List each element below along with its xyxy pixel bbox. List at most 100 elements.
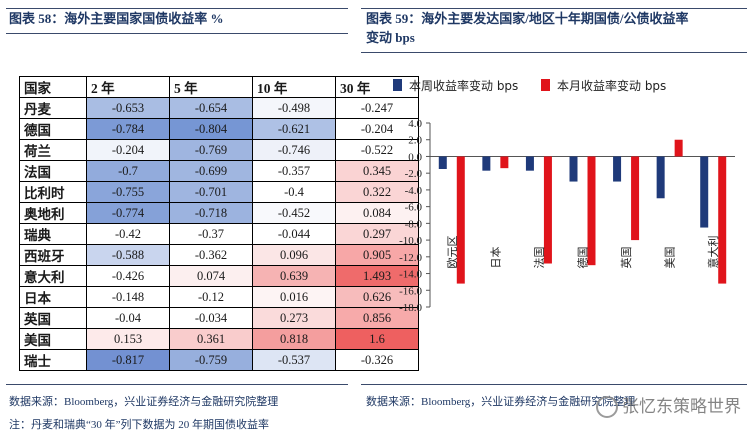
bar	[631, 156, 640, 241]
bar	[587, 156, 596, 266]
right-source: 数据来源：Bloomberg，兴业证券经济与金融研究院整理	[366, 396, 636, 408]
yield-cell: -0.247	[335, 97, 419, 119]
country-cell: 丹麦	[19, 97, 87, 119]
yield-cell: -0.498	[252, 97, 336, 119]
y-tick-label: -18.0	[399, 302, 422, 314]
table-row: 美国 0.153 0.361 0.818 1.6	[19, 328, 419, 350]
country-cell: 美国	[19, 328, 87, 350]
yield-cell: -0.7	[86, 160, 170, 182]
yield-cell: -0.784	[86, 118, 170, 140]
yield-cell: 0.273	[252, 307, 336, 329]
y-tick-label: -12.0	[399, 252, 422, 264]
yield-cell: -0.04	[86, 307, 170, 329]
country-cell: 比利时	[19, 181, 87, 203]
table-row: 德国 -0.784 -0.804 -0.621 -0.204	[19, 118, 419, 140]
category-label: 日本	[488, 246, 502, 268]
y-tick-label: -16.0	[399, 285, 422, 297]
bar	[525, 156, 534, 171]
table-row: 瑞士 -0.817 -0.759 -0.537 -0.326	[19, 349, 419, 371]
bar	[613, 156, 622, 182]
yield-cell: -0.362	[169, 244, 253, 266]
right-figure-title-line1: 图表 59：海外主要发达国家/地区十年期国债/公债收益率	[366, 11, 689, 26]
y-tick-label: 2.0	[408, 135, 422, 147]
country-cell: 法国	[19, 160, 87, 182]
right-title-top-rule	[361, 8, 747, 9]
y-tick-label: -14.0	[399, 269, 422, 281]
yield-cell: 0.153	[86, 328, 170, 350]
left-source: 数据来源：Bloomberg，兴业证券经济与金融研究院整理	[9, 396, 279, 408]
yield-cell: -0.817	[86, 349, 170, 371]
y-tick-label: 0.0	[408, 151, 422, 163]
right-title-bottom-rule	[361, 52, 747, 53]
yield-cell: -0.204	[335, 118, 419, 140]
left-figure-title: 图表 58：海外主要国家国债收益率 %	[9, 11, 224, 26]
yield-cell: -0.774	[86, 202, 170, 224]
country-cell: 奥地利	[19, 202, 87, 224]
yield-cell: -0.654	[169, 97, 253, 119]
yield-cell: -0.769	[169, 139, 253, 161]
wechat-icon	[596, 396, 618, 418]
yield-cell: -0.42	[86, 223, 170, 245]
table-row: 奥地利 -0.774 -0.718 -0.452 0.084	[19, 202, 419, 224]
yield-cell: -0.326	[335, 349, 419, 371]
country-cell: 西班牙	[19, 244, 87, 266]
country-cell: 英国	[19, 307, 87, 329]
category-label: 法国	[532, 246, 546, 268]
bar	[438, 156, 447, 169]
country-cell: 荷兰	[19, 139, 87, 161]
category-label: 意大利	[706, 235, 720, 268]
table-row: 意大利 -0.426 0.074 0.639 1.493	[19, 265, 419, 287]
category-label: 美国	[664, 246, 677, 268]
yield-cell: 0.084	[335, 202, 419, 224]
yield-cell: 1.6	[335, 328, 419, 350]
yield-cell: -0.588	[86, 244, 170, 266]
bar	[569, 156, 578, 182]
yield-cell: -0.718	[169, 202, 253, 224]
yield-cell: 0.074	[169, 265, 253, 287]
table-header-2y: 2 年	[86, 76, 170, 98]
yield-cell: 0.322	[335, 181, 419, 203]
yield-cell: -0.37	[169, 223, 253, 245]
yield-cell: -0.746	[252, 139, 336, 161]
yield-cell: 0.818	[252, 328, 336, 350]
table-header-10y: 10 年	[252, 76, 336, 98]
y-tick-label: -2.0	[405, 168, 423, 180]
yield-cell: -0.701	[169, 181, 253, 203]
yield-cell: 0.016	[252, 286, 336, 308]
table-header-row: 国家 2 年 5 年 10 年 30 年	[19, 76, 419, 98]
yield-cell: -0.204	[86, 139, 170, 161]
yield-cell: 0.626	[335, 286, 419, 308]
country-cell: 瑞士	[19, 349, 87, 371]
yield-cell: 0.639	[252, 265, 336, 287]
yield-cell: -0.804	[169, 118, 253, 140]
table-row: 瑞典 -0.42 -0.37 -0.044 0.297	[19, 223, 419, 245]
bar	[500, 156, 509, 169]
category-label: 英国	[619, 246, 633, 268]
yield-cell: 0.905	[335, 244, 419, 266]
table-row: 英国 -0.04 -0.034 0.273 0.856	[19, 307, 419, 329]
yield-cell: -0.699	[169, 160, 253, 182]
bar	[482, 156, 491, 171]
bar	[543, 156, 552, 264]
country-cell: 意大利	[19, 265, 87, 287]
category-label: 德国	[576, 246, 590, 268]
yield-cell: 0.345	[335, 160, 419, 182]
y-tick-label: -10.0	[399, 235, 422, 247]
table-row: 丹麦 -0.653 -0.654 -0.498 -0.247	[19, 97, 419, 119]
yield-cell: 0.096	[252, 244, 336, 266]
country-cell: 瑞典	[19, 223, 87, 245]
watermark: 张忆东策略世界	[596, 392, 741, 418]
yield-change-bar-chart: 本周收益率变动 bps 本月收益率变动 bps 4.0 2.0 0.0 -2.0 -4.0 -…	[393, 78, 735, 314]
yield-cell: -0.452	[252, 202, 336, 224]
yield-cell: -0.12	[169, 286, 253, 308]
yield-table: 国家 2 年 5 年 10 年 30 年 丹麦 -0.653 -0.654 -0.49…	[19, 76, 419, 371]
bar	[674, 139, 683, 157]
country-cell: 德国	[19, 118, 87, 140]
yield-cell: -0.759	[169, 349, 253, 371]
right-figure-title-line2: 变动 bps	[366, 30, 415, 45]
bar	[656, 156, 665, 199]
yield-cell: -0.357	[252, 160, 336, 182]
yield-cell: -0.755	[86, 181, 170, 203]
left-title-bottom-rule	[6, 33, 348, 34]
table-header-country: 国家	[19, 76, 87, 98]
